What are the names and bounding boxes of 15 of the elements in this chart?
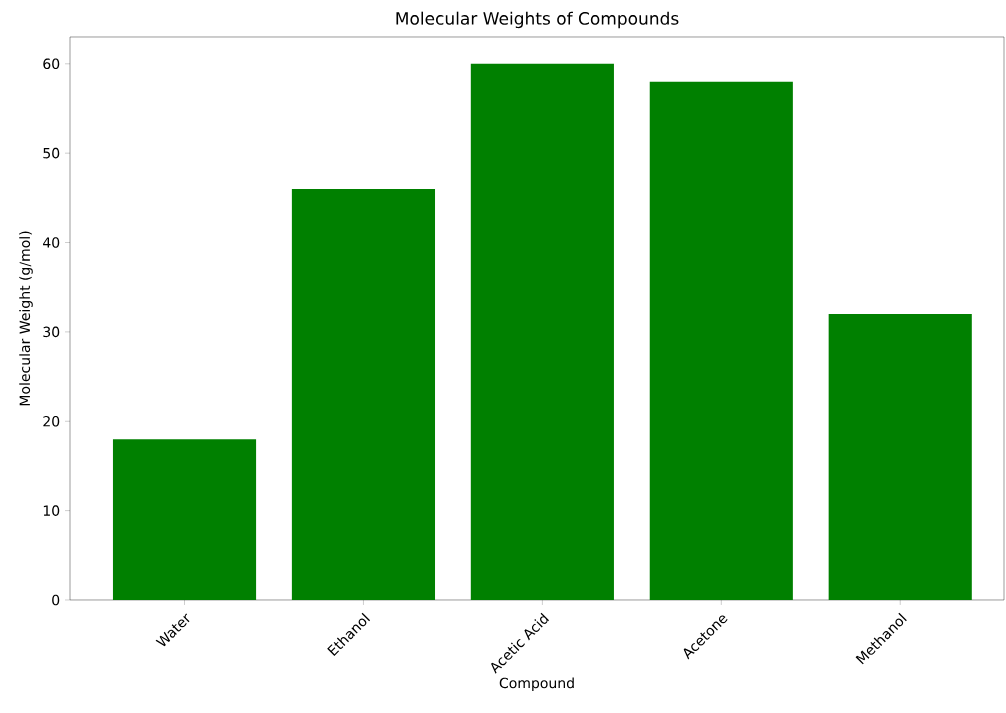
y-tick-label: 50	[43, 147, 60, 159]
bar	[291, 188, 436, 600]
y-tick-label: 20	[43, 415, 60, 427]
bar	[470, 63, 614, 600]
y-tick-label: 0	[52, 594, 60, 606]
chart-title: Molecular Weights of Compounds	[396, 11, 679, 29]
y-tick-label: 40	[43, 237, 60, 248]
y-axis-title: Molecular Weight (g/mol)	[19, 231, 33, 406]
bar	[112, 439, 257, 600]
x-axis-title: Compound	[499, 677, 574, 691]
bar	[828, 314, 972, 600]
y-tick-label: 60	[43, 58, 60, 70]
bar	[649, 81, 793, 600]
y-tick-label: 30	[43, 326, 60, 338]
y-tick-label: 10	[43, 505, 60, 516]
